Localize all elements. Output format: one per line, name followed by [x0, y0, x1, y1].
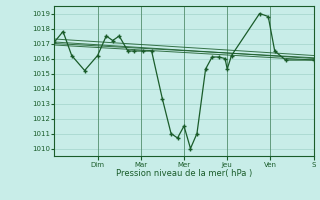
X-axis label: Pression niveau de la mer( hPa ): Pression niveau de la mer( hPa )	[116, 169, 252, 178]
